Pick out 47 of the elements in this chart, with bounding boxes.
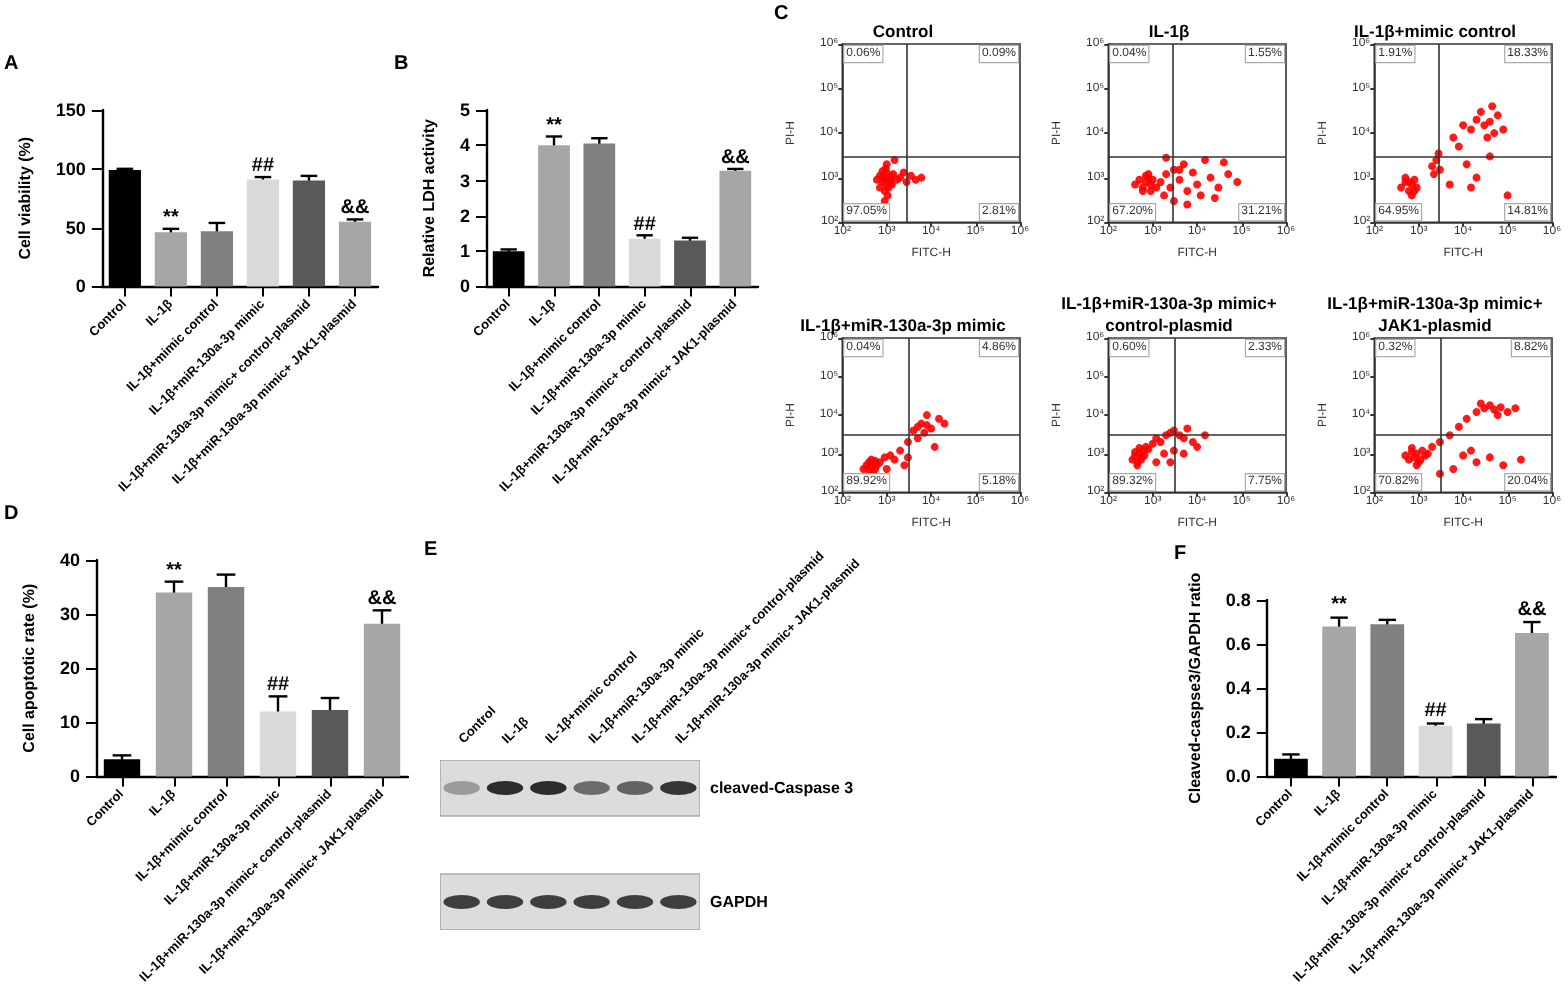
annotation: ## xyxy=(633,213,657,236)
y-tick-label: 0.6 xyxy=(1225,634,1251,655)
y-tick-label: 20 xyxy=(59,658,80,679)
annotation: ## xyxy=(1424,700,1448,723)
y-tick-label: 50 xyxy=(65,217,86,238)
chart-title: Control xyxy=(872,21,934,41)
y-axis-title: Relative LDH activity xyxy=(420,118,438,278)
y-tick-label: 4 xyxy=(459,135,470,156)
annotation: && xyxy=(1517,598,1547,621)
y-tick-label: 10 xyxy=(59,712,80,733)
chart-title: IL-1β+mimic control xyxy=(1354,21,1516,41)
text: F xyxy=(1174,543,1187,565)
text: GAPDH xyxy=(710,893,769,911)
y-tick-label: 2 xyxy=(459,205,470,226)
annotation: ## xyxy=(266,674,290,697)
text: cleaved-Caspase 3 xyxy=(710,779,855,797)
y-tick-label: 5 xyxy=(459,100,470,120)
y-tick-label: 1 xyxy=(459,241,470,262)
y-tick-label: 0 xyxy=(459,276,470,297)
y-tick-label: 0 xyxy=(69,766,80,787)
y-tick-label: 0.4 xyxy=(1225,678,1251,699)
text: B xyxy=(394,53,409,75)
y-axis-title: Cell apoptotic rate (%) xyxy=(20,583,39,753)
y-tick-label: 30 xyxy=(59,604,80,625)
annotation: ** xyxy=(166,559,182,582)
chart-title: IL-1β xyxy=(1148,21,1190,41)
annotation: && xyxy=(340,197,370,220)
text: A xyxy=(4,53,19,75)
y-axis-title: Cleaved-caspse3/GAPDH ratio xyxy=(1186,572,1204,804)
annotation: && xyxy=(720,147,750,170)
annotation: ** xyxy=(163,206,179,229)
annotation: ** xyxy=(546,114,562,137)
annotation: ** xyxy=(1331,594,1348,617)
text: E xyxy=(424,539,438,561)
text: D xyxy=(4,503,19,525)
y-tick-label: 0.0 xyxy=(1225,766,1251,787)
y-tick-label: 0.2 xyxy=(1225,722,1251,743)
y-tick-label: 40 xyxy=(59,550,80,570)
y-tick-label: 150 xyxy=(55,100,86,120)
text: C xyxy=(774,3,789,25)
annotation: && xyxy=(367,588,397,611)
y-tick-label: 3 xyxy=(459,170,470,191)
y-tick-label: 100 xyxy=(55,158,86,179)
y-tick-label: 0.8 xyxy=(1225,590,1251,610)
y-tick-label: 0 xyxy=(75,276,86,297)
y-axis-title: Cell viability (%) xyxy=(16,136,34,260)
annotation: ## xyxy=(251,154,275,177)
